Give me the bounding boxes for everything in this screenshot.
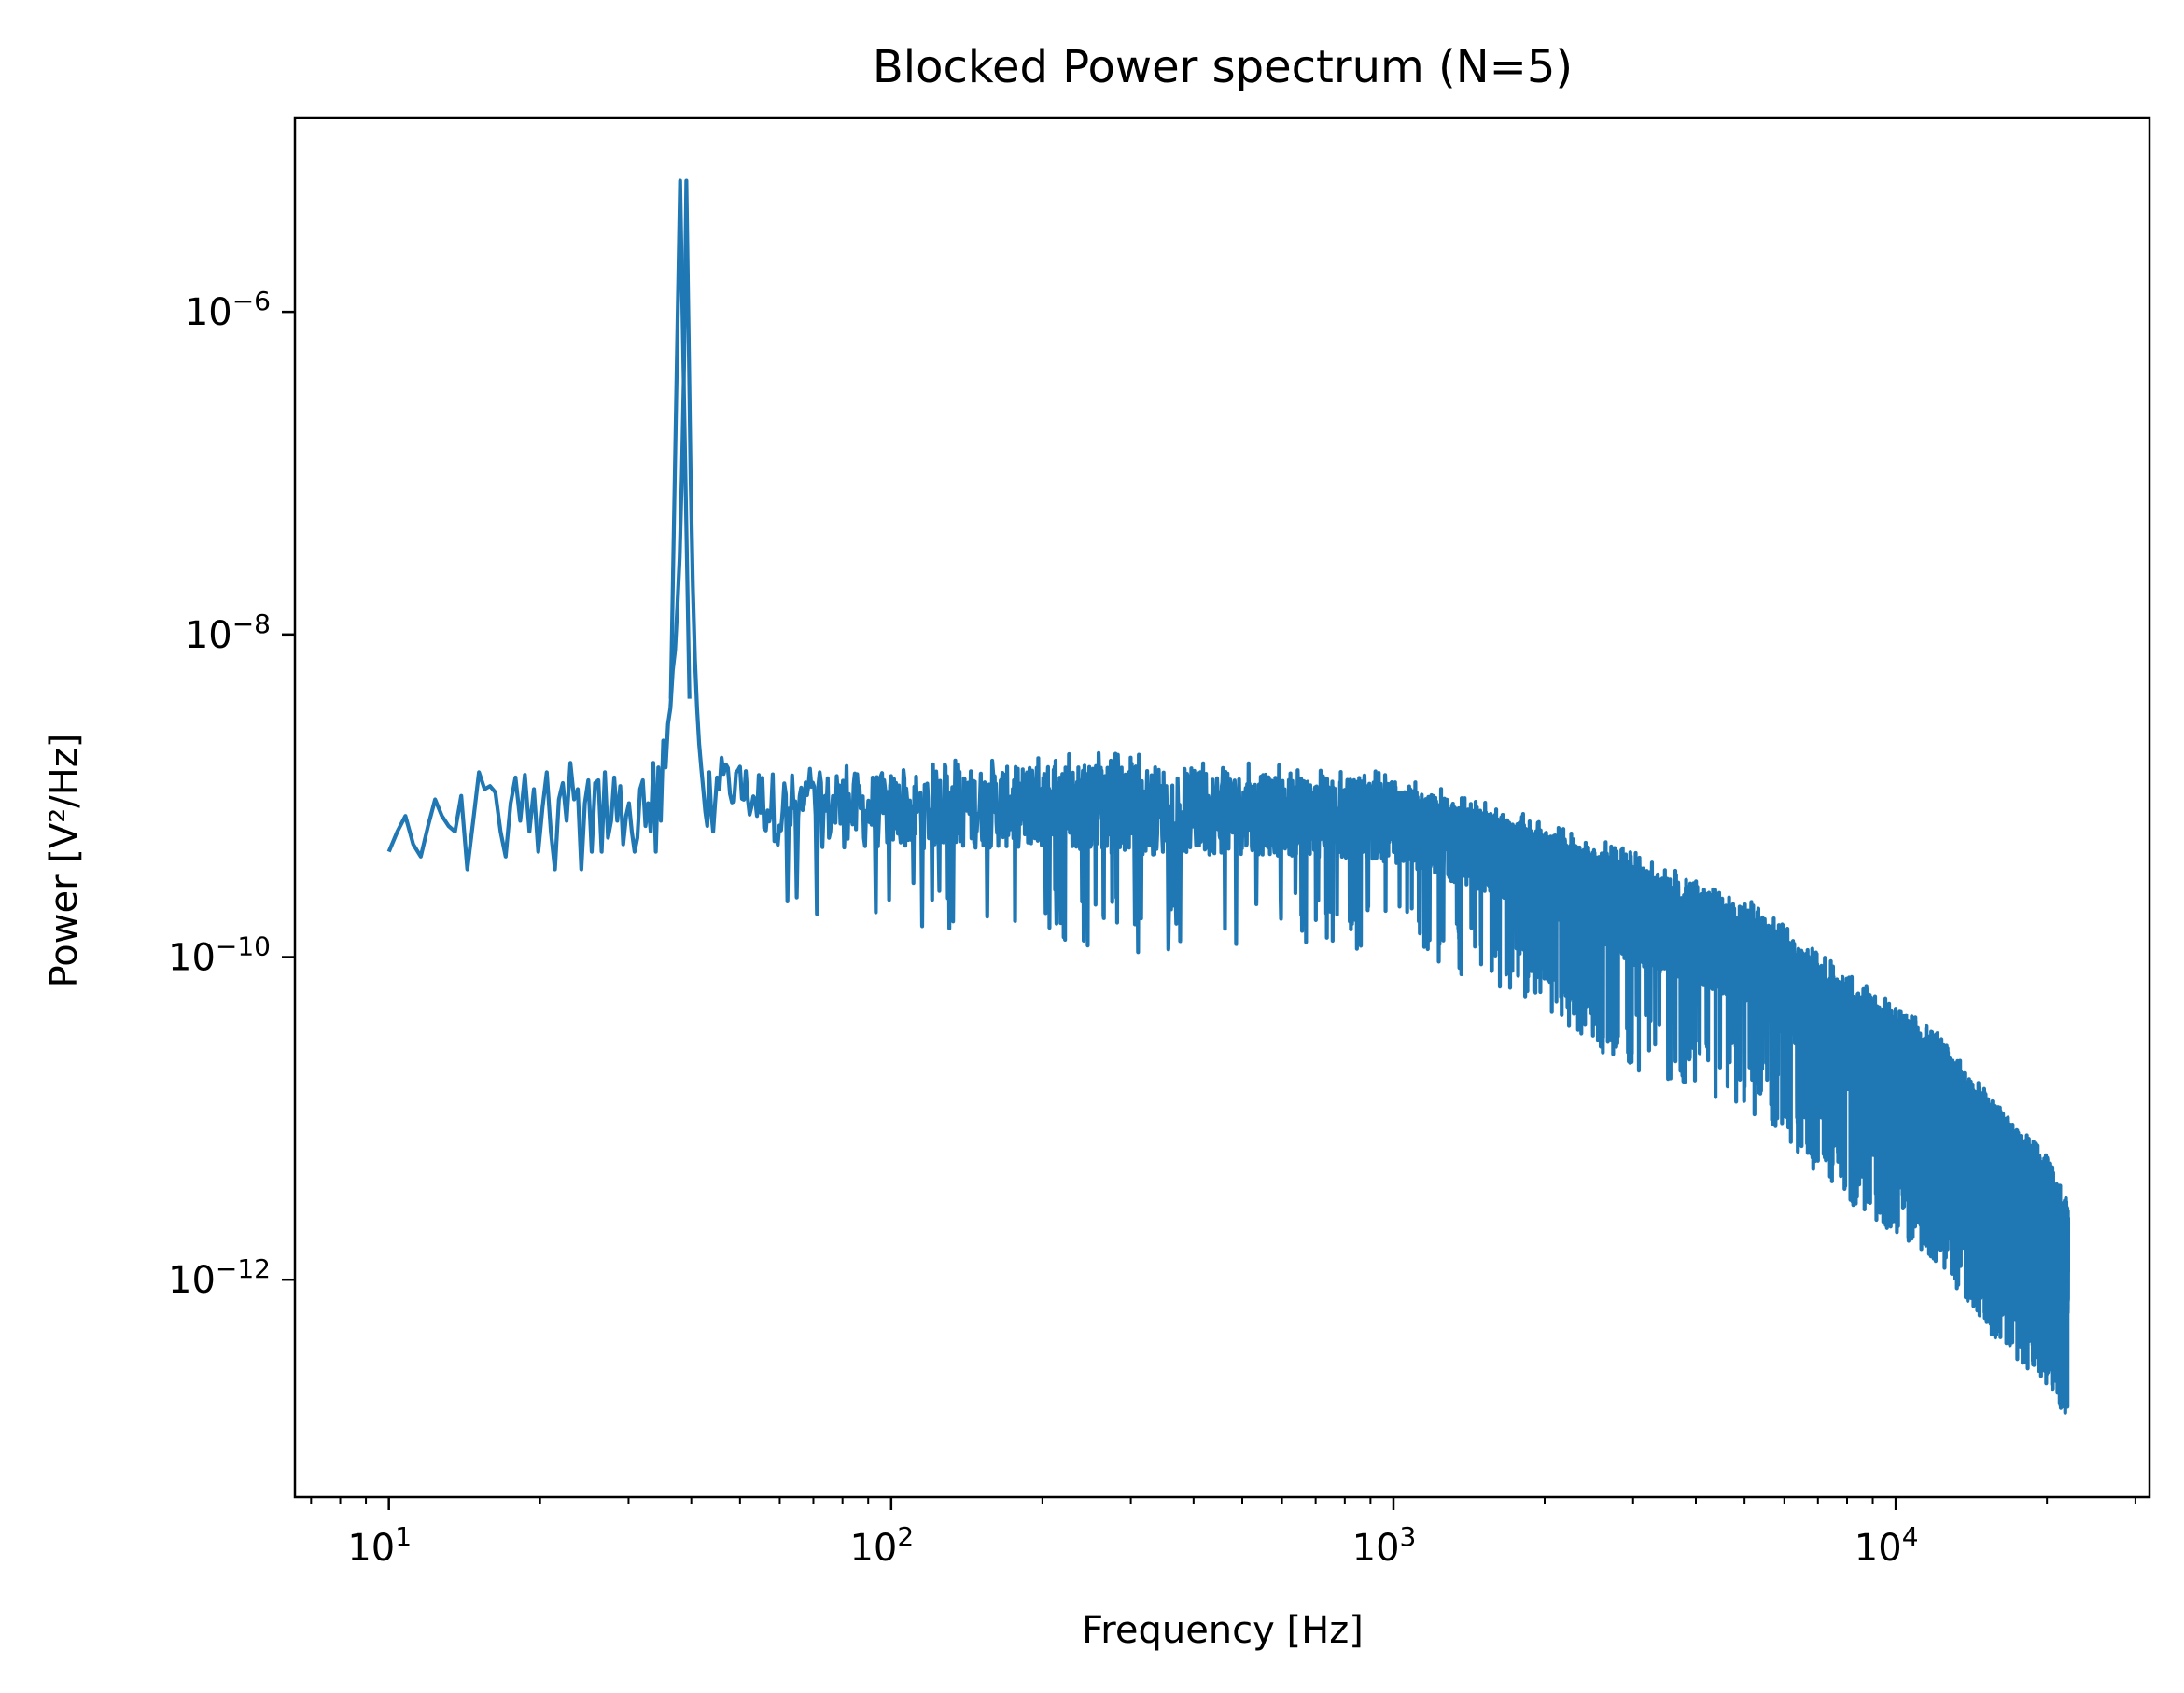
y-tick-label: 10−6 [185,286,271,334]
axes-frame [293,116,2151,1499]
y-tick-label: 10−8 [185,609,271,657]
x-axis-label: Frequency [Hz] [1082,1609,1364,1652]
x-axis-ticks: 101 102 103 104 [310,1497,2136,1570]
x-tick-label: 101 [347,1521,412,1570]
series-line [386,178,2071,1415]
chart-title: Blocked Power spectrum (N=5) [873,41,1573,93]
x-tick-label: 104 [1855,1521,1919,1570]
y-tick-label: 10−12 [168,1253,271,1302]
x-tick-label: 103 [1352,1521,1417,1570]
x-tick-label: 102 [849,1521,914,1570]
y-axis-ticks: 10−12 10−10 10−8 10−6 [168,286,295,1302]
y-tick-label: 10−10 [168,931,271,980]
plot-area [386,178,2071,1415]
y-axis-label: Power [V²/Hz] [43,734,86,988]
series-peak [668,178,692,699]
